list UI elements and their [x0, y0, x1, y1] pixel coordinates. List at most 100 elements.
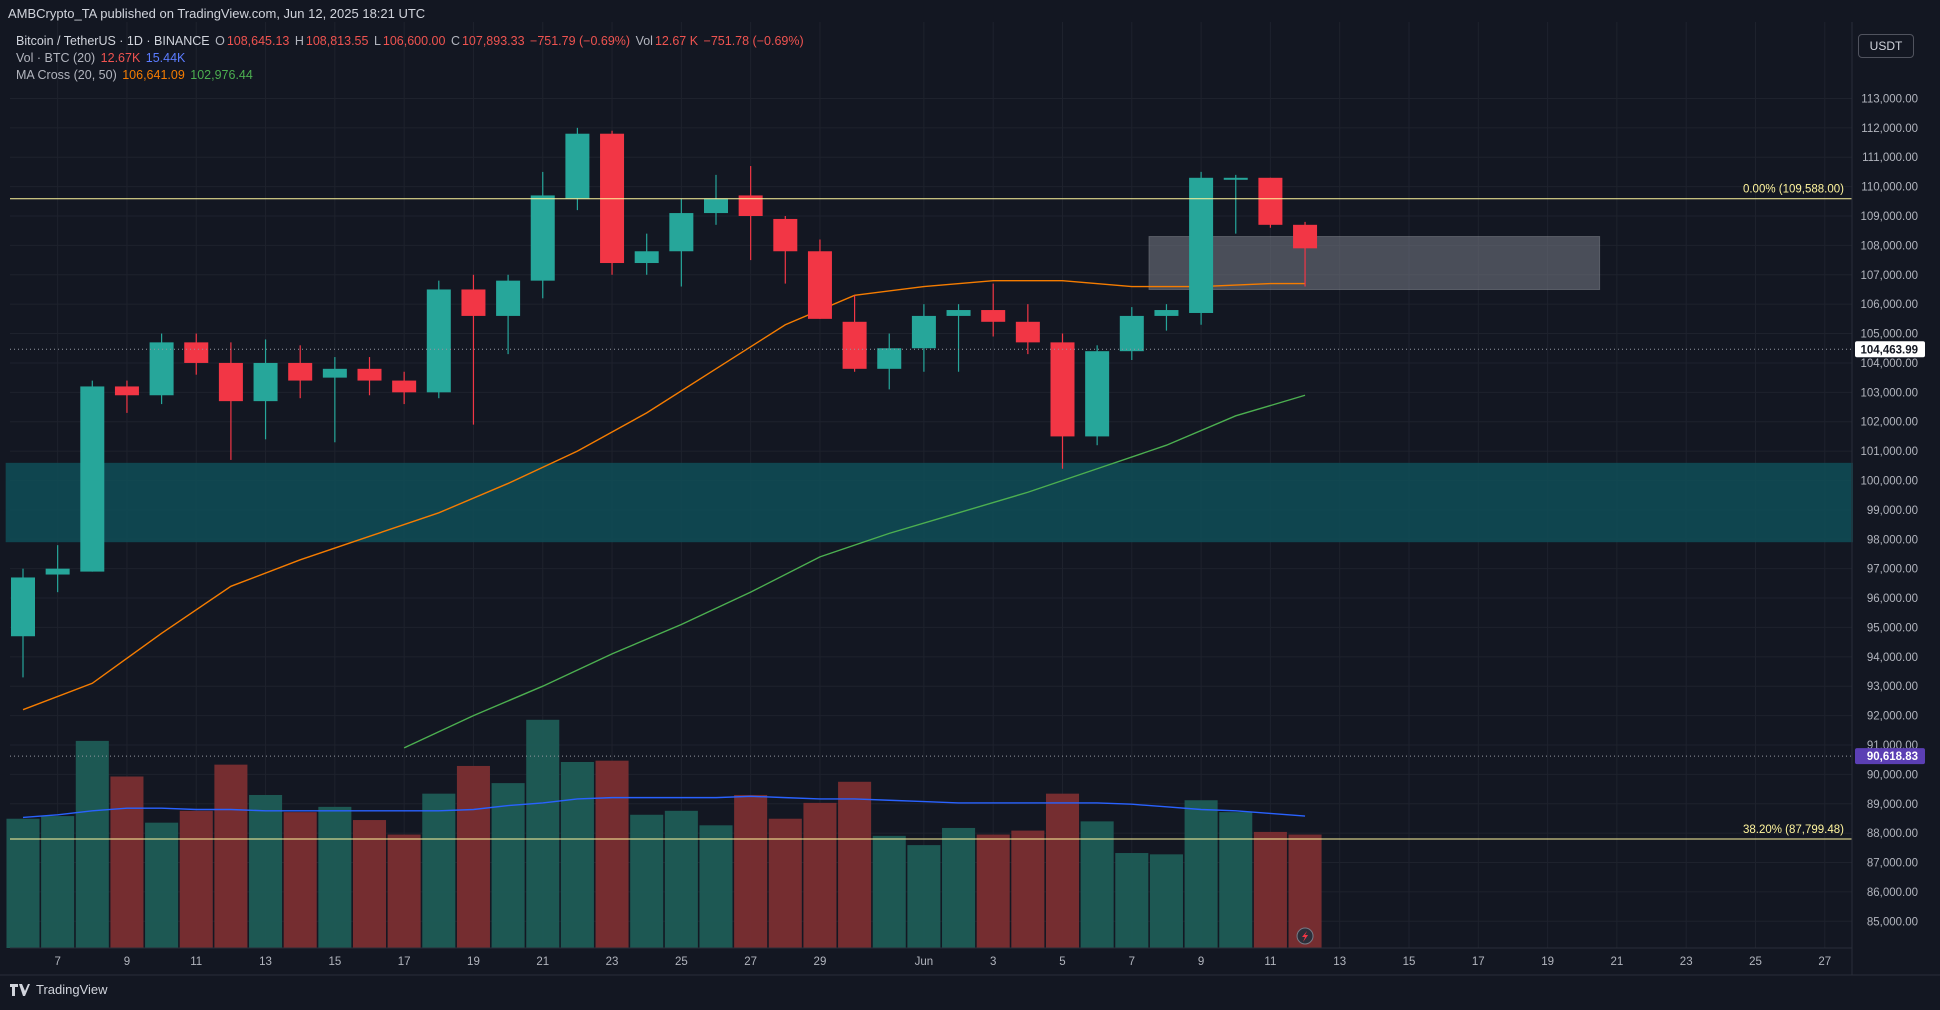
candle-body: [565, 133, 590, 199]
volume-ma-line: [22, 795, 1306, 819]
demand-zone: [5, 462, 1881, 543]
volume-bar: [179, 810, 213, 948]
time-tick-label: 19: [467, 956, 480, 968]
tradingview-logo-icon: [10, 983, 30, 996]
time-tick-label: 21: [1611, 956, 1624, 968]
price-tick-label: 110,000.00: [1861, 182, 1918, 194]
candle-body: [634, 251, 659, 264]
time-tick-label: 23: [606, 956, 619, 968]
candle[interactable]: [807, 239, 832, 319]
fvg-zone: [1148, 236, 1601, 290]
volume-bar: [699, 825, 733, 948]
price-tick-label: 113,000.00: [1861, 93, 1918, 105]
ma50-line[interactable]: [403, 394, 1306, 749]
volume-bar: [664, 810, 698, 948]
candle-body: [218, 362, 243, 402]
candle-body: [807, 251, 832, 319]
legend-high-label: H: [294, 34, 304, 48]
tradingview-logo[interactable]: TradingView: [10, 982, 108, 997]
candle[interactable]: [1050, 333, 1075, 469]
candle[interactable]: [1223, 174, 1248, 234]
candle[interactable]: [461, 274, 486, 425]
candle-body: [877, 348, 902, 369]
candle[interactable]: [253, 339, 278, 440]
ma20-line[interactable]: [22, 279, 1306, 711]
volume-bar: [318, 806, 352, 948]
candle[interactable]: [530, 171, 555, 299]
time-tick-label: 27: [1818, 956, 1831, 968]
candle[interactable]: [426, 280, 451, 399]
brand-label: TradingView: [36, 982, 108, 997]
candle[interactable]: [149, 333, 174, 405]
candle[interactable]: [114, 380, 139, 413]
candle[interactable]: [80, 380, 105, 572]
legend-volume[interactable]: Vol · BTC (20) 12.67K 15.44K: [16, 51, 187, 65]
candle[interactable]: [1085, 345, 1110, 446]
candle[interactable]: [842, 295, 867, 372]
price-tag-bg: [1855, 748, 1925, 765]
candle-body: [842, 321, 867, 369]
candle[interactable]: [357, 357, 382, 396]
candle[interactable]: [392, 371, 417, 405]
legend-change: −751.79 (−0.69%): [530, 34, 631, 48]
candle[interactable]: [634, 233, 659, 275]
candle[interactable]: [946, 304, 971, 372]
candle-body: [1154, 310, 1179, 316]
candle[interactable]: [45, 545, 70, 593]
candle-body: [669, 213, 694, 252]
candle[interactable]: [877, 333, 902, 390]
candle[interactable]: [565, 127, 590, 211]
price-tick-label: 98,000.00: [1867, 534, 1918, 546]
candle-body: [322, 368, 347, 378]
candle[interactable]: [496, 274, 521, 355]
legend-open-label: O: [215, 34, 225, 48]
volume-indicator-label: Vol · BTC (20): [16, 51, 96, 65]
candle-body: [1293, 224, 1318, 249]
price-tick-label: 87,000.00: [1867, 858, 1918, 870]
price-tick-label: 104,000.00: [1860, 358, 1918, 370]
candle-body: [496, 280, 521, 316]
price-tick-label: 106,000.00: [1860, 299, 1918, 311]
price-tick-label: 99,000.00: [1867, 505, 1918, 517]
volume-bar: [422, 793, 456, 948]
volume-bar: [1149, 854, 1183, 948]
candle[interactable]: [322, 357, 347, 443]
price-axis[interactable]: [1853, 22, 1940, 975]
candle[interactable]: [600, 130, 625, 275]
candle[interactable]: [981, 283, 1006, 337]
candle[interactable]: [11, 568, 35, 678]
candle[interactable]: [669, 198, 694, 287]
legend-ma-cross[interactable]: MA Cross (20, 50) 106,641.09 102,976.44: [16, 68, 255, 82]
candle[interactable]: [738, 166, 763, 261]
price-tick-label: 93,000.00: [1867, 681, 1918, 693]
time-tick-label: 9: [1198, 956, 1204, 968]
candle[interactable]: [1154, 304, 1179, 331]
volume-bar: [1011, 830, 1045, 948]
candle[interactable]: [184, 333, 209, 375]
candle-body: [392, 380, 417, 393]
legend-ohlc: Bitcoin / TetherUS · 1D · BINANCE O 108,6…: [16, 34, 806, 48]
price-tag-bg: [1855, 341, 1925, 358]
candle[interactable]: [1015, 304, 1040, 355]
candle[interactable]: [1189, 171, 1214, 325]
candle[interactable]: [704, 174, 728, 225]
candle[interactable]: [288, 345, 313, 399]
candle[interactable]: [1258, 177, 1283, 228]
candle[interactable]: [218, 342, 243, 460]
candle-body: [114, 386, 139, 396]
price-tick-label: 107,000.00: [1860, 270, 1918, 282]
price-tick-label: 89,000.00: [1867, 799, 1918, 811]
price-tick-label: 102,000.00: [1860, 417, 1918, 429]
volume-bar: [1184, 800, 1218, 948]
volume-bar: [387, 834, 421, 948]
candle[interactable]: [1293, 221, 1318, 287]
candle[interactable]: [1119, 307, 1144, 360]
time-tick-label: 23: [1680, 956, 1693, 968]
currency-button[interactable]: USDT: [1858, 34, 1914, 58]
candle[interactable]: [773, 216, 798, 284]
candle[interactable]: [911, 304, 936, 372]
time-tick-label: 13: [1333, 956, 1346, 968]
time-tick-label: 3: [990, 956, 996, 968]
legend-symbol[interactable]: Bitcoin / TetherUS · 1D · BINANCE: [16, 34, 210, 48]
